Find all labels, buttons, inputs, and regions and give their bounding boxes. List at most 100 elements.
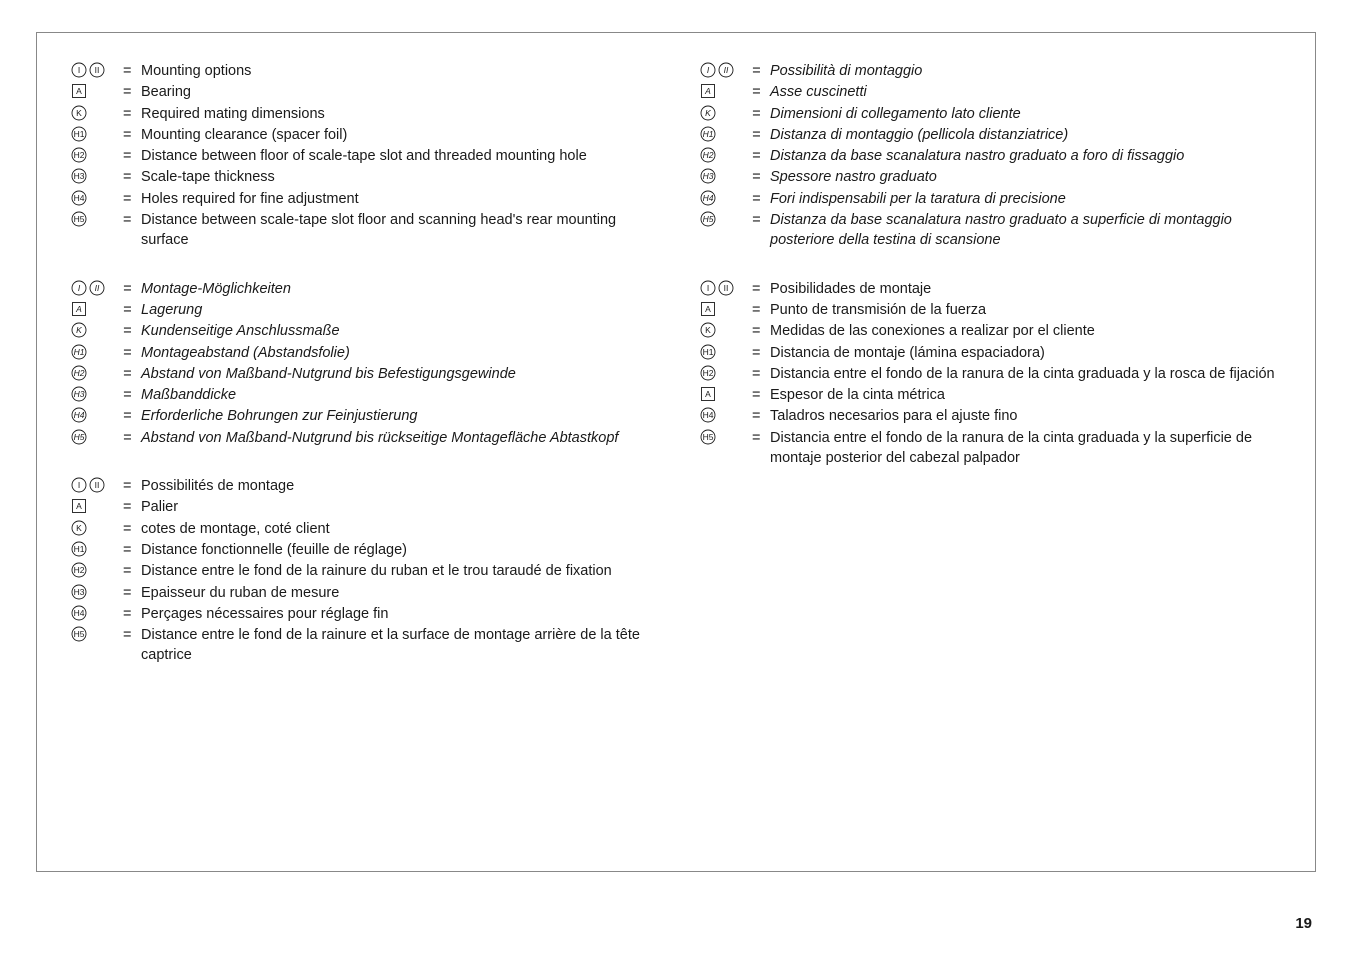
legend-row: H5 = Distance entre le fond de la rainur… (71, 625, 652, 666)
equals: = (123, 300, 141, 320)
symbol-H4-circ: H4 (71, 189, 123, 206)
legend-text: cotes de montage, coté client (141, 519, 652, 539)
legend-row: H3 = Epaisseur du ruban de mesure (71, 583, 652, 603)
title-row: I II = Possibilità di montaggio (700, 61, 1281, 81)
equals: = (123, 476, 141, 496)
section-es: I II = Posibilidades de montaje A = Punt… (700, 279, 1281, 469)
legend-text: Bearing (141, 82, 652, 102)
symbol-H3-circ: H3 (700, 167, 752, 184)
legend-row: H2 = Abstand von Maßband-Nutgrund bis Be… (71, 364, 652, 384)
symbol-H4-circ: H4 (700, 406, 752, 423)
symbol-H3-circ: H3 (71, 583, 123, 600)
svg-text:H4: H4 (74, 410, 85, 420)
svg-text:K: K (76, 108, 82, 118)
title-text: Mounting options (141, 61, 652, 81)
legend-row: H3 = Scale-tape thickness (71, 167, 652, 187)
svg-text:H3: H3 (703, 171, 714, 181)
legend-text: Asse cuscinetti (770, 82, 1281, 102)
svg-text:A: A (75, 304, 82, 314)
equals: = (752, 428, 770, 448)
symbol-K-circ: K (71, 321, 123, 338)
equals: = (123, 61, 141, 81)
equals: = (123, 497, 141, 517)
equals: = (752, 210, 770, 230)
svg-text:H5: H5 (74, 629, 85, 639)
title-text: Possibilità di montaggio (770, 61, 1281, 81)
equals: = (123, 189, 141, 209)
svg-text:H4: H4 (74, 608, 85, 618)
equals: = (123, 82, 141, 102)
equals: = (752, 343, 770, 363)
svg-text:H4: H4 (74, 193, 85, 203)
equals: = (752, 146, 770, 166)
legend-row: H2 = Distance between floor of scale-tap… (71, 146, 652, 166)
legend-text: Fori indispensabili per la taratura di p… (770, 189, 1281, 209)
legend-row: K = Dimensioni di collegamento lato clie… (700, 104, 1281, 124)
svg-text:A: A (76, 501, 82, 511)
symbol-H2-circ: H2 (71, 561, 123, 578)
roman-symbols: I II (71, 61, 123, 78)
legend-text: Distanza da base scanalatura nastro grad… (770, 210, 1281, 251)
legend-row: K = Kundenseitige Anschlussmaße (71, 321, 652, 341)
symbol-H5-circ: H5 (71, 210, 123, 227)
legend-text: Distancia entre el fondo de la ranura de… (770, 364, 1281, 384)
section-fr: I II = Possibilités de montage A = Palie… (71, 476, 652, 666)
symbol-H1-circ: H1 (700, 125, 752, 142)
legend-text: Distancia de montaje (lámina espaciadora… (770, 343, 1281, 363)
title-row: I II = Mounting options (71, 61, 652, 81)
equals: = (123, 625, 141, 645)
legend-row: H1 = Distanza di montaggio (pellicola di… (700, 125, 1281, 145)
svg-text:H2: H2 (74, 150, 85, 160)
svg-text:II: II (724, 283, 729, 293)
equals: = (752, 125, 770, 145)
symbol-H5-circ: H5 (71, 428, 123, 445)
svg-text:H3: H3 (74, 171, 85, 181)
legend-row: H5 = Distance between scale-tape slot fl… (71, 210, 652, 251)
legend-row: H4 = Erforderliche Bohrungen zur Feinjus… (71, 406, 652, 426)
legend-text: Required mating dimensions (141, 104, 652, 124)
svg-text:II: II (95, 480, 100, 490)
title-text: Possibilités de montage (141, 476, 652, 496)
legend-row: A = Punto de transmisión de la fuerza (700, 300, 1281, 320)
legend-row: H4 = Fori indispensabili per la taratura… (700, 189, 1281, 209)
symbol-H2-circ: H2 (700, 364, 752, 381)
legend-row: H2 = Distanza da base scanalatura nastro… (700, 146, 1281, 166)
equals: = (752, 61, 770, 81)
legend-row: A = Bearing (71, 82, 652, 102)
legend-row: H1 = Distancia de montaje (lámina espaci… (700, 343, 1281, 363)
equals: = (123, 167, 141, 187)
legend-row: K = Required mating dimensions (71, 104, 652, 124)
svg-text:H1: H1 (74, 129, 85, 139)
symbol-K-circ: K (700, 104, 752, 121)
left-column: I II = Mounting options A = Bearing K = … (71, 61, 652, 843)
legend-text: Distance entre le fond de la rainure du … (141, 561, 652, 581)
equals: = (123, 428, 141, 448)
symbol-H3-circ: H3 (71, 167, 123, 184)
symbol-H4-circ: H4 (71, 604, 123, 621)
svg-text:K: K (705, 108, 711, 118)
symbol-A-box: A (71, 82, 123, 99)
legend-row: H2 = Distance entre le fond de la rainur… (71, 561, 652, 581)
svg-text:K: K (76, 325, 82, 335)
title-row: I II = Montage-Möglichkeiten (71, 279, 652, 299)
svg-text:A: A (705, 304, 711, 314)
svg-text:H1: H1 (703, 129, 714, 139)
legend-text: Medidas de las conexiones a realizar por… (770, 321, 1281, 341)
svg-text:H1: H1 (74, 544, 85, 554)
svg-text:H4: H4 (703, 193, 714, 203)
symbol-A-box: A (71, 300, 123, 317)
equals: = (123, 364, 141, 384)
symbol-K-circ: K (71, 104, 123, 121)
legend-row: H1 = Mounting clearance (spacer foil) (71, 125, 652, 145)
page-number: 19 (1295, 913, 1312, 934)
legend-text: Mounting clearance (spacer foil) (141, 125, 652, 145)
legend-text: Abstand von Maßband-Nutgrund bis Befesti… (141, 364, 652, 384)
symbol-A-box: A (700, 300, 752, 317)
symbol-A-box: A (71, 497, 123, 514)
equals: = (123, 519, 141, 539)
symbol-H2-circ: H2 (700, 146, 752, 163)
svg-text:II: II (95, 65, 100, 75)
equals: = (752, 167, 770, 187)
legend-text: Abstand von Maßband-Nutgrund bis rücksei… (141, 428, 652, 448)
legend-row: A = Palier (71, 497, 652, 517)
